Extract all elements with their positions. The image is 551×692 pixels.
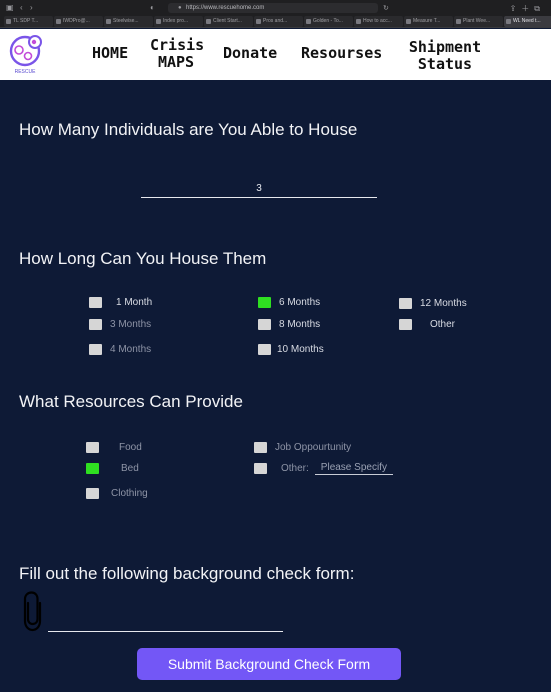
- nav-crisis-label: Crisis: [150, 36, 205, 54]
- browser-tab[interactable]: How to acc...: [354, 16, 403, 27]
- other-specify-input[interactable]: Please Specify: [314, 462, 393, 475]
- browser-tab[interactable]: Index pro...: [154, 16, 203, 27]
- nav-shipment-status[interactable]: Shipment Status: [408, 39, 482, 73]
- browser-tab[interactable]: Pros and...: [254, 16, 303, 27]
- sidebar-icon[interactable]: ▣: [6, 3, 14, 12]
- checkbox[interactable]: [89, 344, 102, 355]
- resource-option-label: Clothing: [111, 488, 148, 499]
- duration-option-3-months[interactable]: 3 Months: [89, 318, 151, 331]
- nav-shipment-label: Shipment: [408, 38, 482, 56]
- checkbox[interactable]: [89, 297, 102, 308]
- file-upload-line[interactable]: [48, 631, 283, 632]
- forward-icon[interactable]: ›: [30, 3, 33, 12]
- browser-toolbar: ▣ ‹ › ◐ ● https://www.rescuehome.com ↻ ⇪…: [0, 0, 551, 15]
- duration-option-label: 8 Months: [279, 319, 321, 330]
- resource-option-clothing[interactable]: Clothing: [86, 487, 148, 500]
- house-count-input[interactable]: 3: [141, 180, 377, 198]
- resource-option-label: Job Oppourtunity: [275, 442, 352, 453]
- duration-option-1-month[interactable]: 1 Month: [89, 296, 152, 309]
- checkbox[interactable]: [86, 488, 99, 499]
- duration-option-label: 12 Months: [420, 298, 467, 309]
- checkbox[interactable]: [258, 319, 271, 330]
- house-count-question: How Many Individuals are You Able to Hou…: [19, 120, 358, 139]
- checkbox[interactable]: [399, 319, 412, 330]
- nav-status-label: Status: [417, 55, 473, 73]
- resource-option-label: Bed: [121, 463, 139, 474]
- browser-tab[interactable]: Measure T...: [404, 16, 453, 27]
- browser-tab[interactable]: Client Start...: [204, 16, 253, 27]
- duration-option-label: 3 Months: [110, 319, 152, 330]
- nav-home[interactable]: HOME: [92, 44, 129, 62]
- duration-option-6-months[interactable]: 6 Months: [258, 296, 320, 309]
- duration-option-label: 1 Month: [116, 297, 153, 308]
- resource-option-bed[interactable]: Bed: [86, 462, 139, 475]
- address-bar[interactable]: ● https://www.rescuehome.com: [168, 3, 378, 13]
- duration-option-label: 4 Months: [110, 344, 152, 355]
- checkbox[interactable]: [258, 344, 271, 355]
- back-icon[interactable]: ‹: [20, 3, 23, 12]
- address-text: https://www.rescuehome.com: [186, 5, 265, 11]
- checkbox-checked[interactable]: [258, 297, 271, 308]
- checkbox-checked[interactable]: [86, 463, 99, 474]
- paperclip-icon[interactable]: [20, 590, 46, 632]
- nav-resources[interactable]: Resourses: [301, 44, 383, 62]
- duration-option-label: 6 Months: [279, 297, 321, 308]
- duration-option-12-months[interactable]: 12 Months: [399, 297, 467, 310]
- browser-chrome: ▣ ‹ › ◐ ● https://www.rescuehome.com ↻ ⇪…: [0, 0, 551, 28]
- checkbox[interactable]: [89, 319, 102, 330]
- resource-option-label: Food: [119, 442, 142, 453]
- browser-tab[interactable]: TL SDP T...: [4, 16, 53, 27]
- rescue-logo[interactable]: RESCUE: [8, 34, 46, 76]
- duration-option-label: 10 Months: [277, 344, 324, 355]
- duration-question: How Long Can You House Them: [19, 249, 267, 268]
- browser-tab[interactable]: IWDPro@...: [54, 16, 103, 27]
- checkbox[interactable]: [399, 298, 412, 309]
- duration-option-4-months[interactable]: 4 Months: [89, 343, 151, 356]
- resources-question: What Resources Can Provide: [19, 392, 243, 411]
- duration-option-other[interactable]: Other: [399, 318, 455, 331]
- lock-icon: ●: [178, 5, 182, 11]
- resource-option-food[interactable]: Food: [86, 441, 142, 454]
- duration-option-10-months[interactable]: 10 Months: [258, 343, 324, 356]
- resource-option-other[interactable]: Other: Please Specify: [254, 462, 393, 475]
- resource-option-label: Other:: [281, 463, 309, 474]
- privacy-icon[interactable]: ◐: [150, 3, 155, 12]
- checkbox[interactable]: [254, 463, 267, 474]
- duration-option-label: Other: [430, 319, 456, 330]
- submit-background-check-button[interactable]: Submit Background Check Form: [137, 648, 401, 680]
- site-nav: RESCUE HOME Crisis MAPS Donate Resourses…: [0, 29, 551, 82]
- resource-option-job[interactable]: Job Oppourtunity: [254, 441, 351, 454]
- duration-option-8-months[interactable]: 8 Months: [258, 318, 320, 331]
- nav-donate[interactable]: Donate: [223, 44, 278, 62]
- reload-icon[interactable]: ↻: [383, 5, 389, 12]
- tab-strip: TL SDP T... IWDPro@... Steelwise... Inde…: [0, 16, 551, 28]
- nav-crisis-maps[interactable]: Crisis MAPS: [150, 36, 205, 71]
- checkbox[interactable]: [86, 442, 99, 453]
- browser-tab-active[interactable]: WL Need t...: [504, 16, 551, 27]
- checkbox[interactable]: [254, 442, 267, 453]
- logo-text: RESCUE: [15, 69, 37, 75]
- background-check-prompt: Fill out the following background check …: [19, 564, 355, 583]
- browser-tab[interactable]: Plant Wee...: [454, 16, 503, 27]
- browser-tab[interactable]: Steelwise...: [104, 16, 153, 27]
- browser-tab[interactable]: Golden - To...: [304, 16, 353, 27]
- nav-maps-label: MAPS: [157, 53, 195, 71]
- browser-actions[interactable]: ⇪＋⧉: [509, 4, 545, 13]
